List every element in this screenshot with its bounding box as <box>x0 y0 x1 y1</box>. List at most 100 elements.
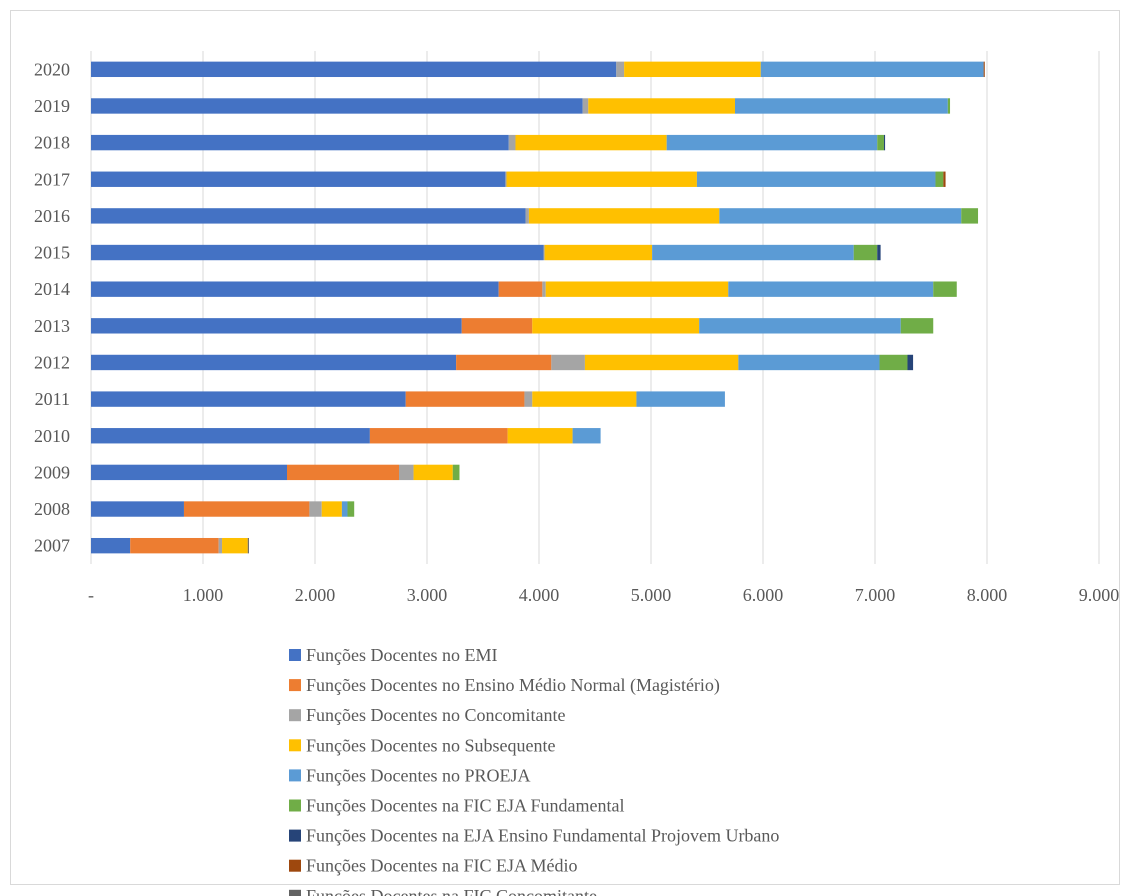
bar-segment <box>414 465 453 480</box>
bar-segment <box>91 391 406 406</box>
bar-segment <box>738 355 879 370</box>
y-axis-labels: 2020 2019 2018 2017 2016 2015 2014 2013 2012 2011… <box>34 59 70 555</box>
bar-segment <box>546 281 729 296</box>
x-axis-labels: - 1.000 2.000 3.000 4.000 5.000 6.000 7.000 8.00… <box>88 585 1119 605</box>
bar-segment <box>91 172 505 187</box>
bar-segment <box>585 355 738 370</box>
bar-segment <box>91 355 456 370</box>
bar-segment <box>877 245 880 260</box>
bar-segment <box>515 135 666 150</box>
bar-segment <box>529 208 719 223</box>
x-tick-label: 8.000 <box>967 585 1008 605</box>
bar-segment <box>543 245 544 260</box>
legend-label: Funções Docentes na FIC Concomitante <box>306 886 597 896</box>
bar-segment <box>735 98 948 113</box>
bar-segment <box>91 538 130 553</box>
y-tick-label: 2007 <box>34 536 70 556</box>
bar-segment <box>907 355 913 370</box>
bar-segment <box>728 281 933 296</box>
bar-segment <box>588 98 735 113</box>
bar-layer <box>91 62 985 554</box>
bar-segment <box>347 501 354 516</box>
bar-segment <box>877 135 884 150</box>
bar-segment <box>667 135 878 150</box>
legend-swatch <box>289 739 301 751</box>
y-tick-label: 2014 <box>34 279 70 299</box>
bar-segment <box>879 355 907 370</box>
y-tick-label: 2010 <box>34 426 70 446</box>
bar-segment <box>309 501 321 516</box>
legend-swatch <box>289 890 301 896</box>
bar-segment <box>532 391 636 406</box>
bar-segment <box>616 62 624 77</box>
bar-segment <box>884 135 885 150</box>
bar-segment <box>130 538 218 553</box>
bar-segment <box>287 465 399 480</box>
x-tick-label: 1.000 <box>183 585 224 605</box>
bar-segment <box>370 428 508 443</box>
x-tick-label: 6.000 <box>743 585 784 605</box>
bar-segment <box>532 318 699 333</box>
bar-segment <box>697 172 936 187</box>
x-tick-label: 7.000 <box>855 585 896 605</box>
bar-segment <box>406 391 525 406</box>
legend-label: Funções Docentes no EMI <box>306 645 497 665</box>
grid-lines <box>91 51 1099 564</box>
legend-swatch <box>289 769 301 781</box>
x-tick-label: 3.000 <box>407 585 448 605</box>
y-tick-label: 2013 <box>34 316 70 336</box>
y-tick-label: 2012 <box>34 352 70 372</box>
bar-segment <box>854 245 878 260</box>
y-tick-label: 2016 <box>34 206 70 226</box>
bar-segment <box>91 465 287 480</box>
bar-segment <box>91 281 499 296</box>
bar-segment <box>901 318 933 333</box>
bar-segment <box>583 98 589 113</box>
y-tick-label: 2020 <box>34 59 70 79</box>
x-tick-label: - <box>88 585 94 605</box>
bar-segment <box>508 428 573 443</box>
legend-label: Funções Docentes na FIC EJA Fundamental <box>306 796 624 816</box>
y-tick-label: 2008 <box>34 499 70 519</box>
x-tick-label: 9.000 <box>1079 585 1120 605</box>
bar-segment <box>462 318 533 333</box>
bar-segment <box>499 281 543 296</box>
y-tick-label: 2015 <box>34 243 70 263</box>
legend-label: Funções Docentes no PROEJA <box>306 765 530 785</box>
bar-segment <box>505 172 506 187</box>
bar-segment <box>699 318 901 333</box>
legend-label: Funções Docentes no Ensino Médio Normal … <box>306 675 720 696</box>
bar-segment <box>399 465 414 480</box>
bar-segment <box>961 208 978 223</box>
y-tick-label: 2017 <box>34 169 70 189</box>
y-tick-label: 2019 <box>34 96 70 116</box>
legend-swatch <box>289 649 301 661</box>
bar-segment <box>322 501 342 516</box>
x-tick-label: 4.000 <box>519 585 560 605</box>
legend-label: Funções Docentes na FIC EJA Médio <box>306 856 577 876</box>
legend-label: Funções Docentes na EJA Ensino Fundament… <box>306 826 779 846</box>
bar-segment <box>184 501 309 516</box>
bar-segment <box>573 428 601 443</box>
bar-segment <box>652 245 854 260</box>
legend-swatch <box>289 830 301 842</box>
bar-segment <box>456 355 551 370</box>
bar-segment <box>248 538 249 553</box>
y-tick-label: 2009 <box>34 462 70 482</box>
bar-segment <box>91 208 526 223</box>
bar-segment <box>91 98 583 113</box>
bar-segment <box>719 208 961 223</box>
bar-segment <box>948 98 950 113</box>
legend-swatch <box>289 679 301 691</box>
legend-label: Funções Docentes no Subsequente <box>306 735 555 755</box>
y-tick-label: 2018 <box>34 133 70 153</box>
bar-segment <box>761 62 984 77</box>
legend-label: Funções Docentes no Concomitante <box>306 705 565 725</box>
bar-segment <box>935 172 943 187</box>
bar-segment <box>933 281 957 296</box>
bar-segment <box>222 538 248 553</box>
bar-segment <box>551 355 585 370</box>
legend-swatch <box>289 860 301 872</box>
bar-segment <box>524 391 532 406</box>
